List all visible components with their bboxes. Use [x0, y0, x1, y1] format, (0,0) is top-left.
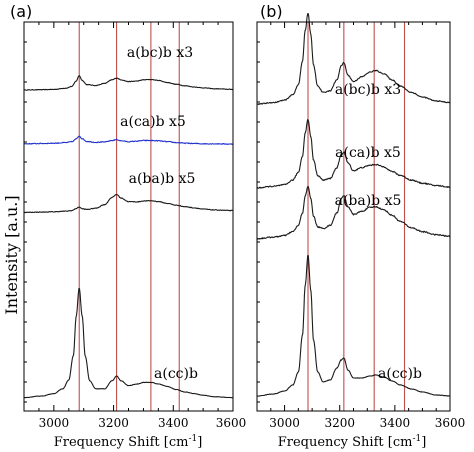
- panel-a-frame: [23, 21, 234, 412]
- panel-b-reference-lines: [307, 22, 406, 411]
- panel-a-curves: [23, 75, 234, 399]
- panel-a-tick-labels: 3000 3200 3400 3600: [39, 416, 247, 430]
- y-axis-title: Intensity [a.u.]: [2, 195, 21, 314]
- series-line: [256, 186, 451, 240]
- series-label: a(ca)b x5: [335, 145, 401, 161]
- panel-a-series-labels: a(bc)b x3 a(ca)b x5 a(ba)b x5 a(cc)b: [120, 45, 198, 382]
- x-tick-label: 3200: [98, 416, 129, 430]
- series-line: [256, 13, 451, 105]
- series-label: a(ba)b x5: [129, 171, 196, 187]
- series-line: [23, 288, 234, 399]
- series-line: [256, 118, 451, 189]
- panel-b-frame: [256, 21, 451, 412]
- x-tick-label: 3400: [380, 416, 411, 430]
- series-label: a(cc)b: [378, 366, 422, 382]
- panel-b-label: (b): [260, 2, 283, 21]
- panel-a: (a) 3000 3200 3400 3600 a(bc)b x3a(ca)b x5a…: [10, 2, 246, 450]
- series-label: a(cc)b: [154, 366, 198, 382]
- panel-a-ticks: [24, 22, 219, 411]
- panel-b-x-axis-title: Frequency Shift [cm-1]: [278, 434, 427, 450]
- panel-b: (b) 3000 3200 3400 3600 a(bc)b x3a(ca)b x5a…: [256, 2, 465, 450]
- panel-b-curves: [256, 13, 451, 397]
- series-label: a(ba)b x5: [335, 193, 402, 209]
- x-tick-label: 3600: [435, 416, 466, 430]
- series-label: a(bc)b x3: [127, 45, 193, 61]
- panel-b-series-labels: a(bc)b x3 a(ca)b x5 a(ba)b x5 a(cc)b: [335, 82, 422, 382]
- x-tick-label: 3000: [39, 416, 70, 430]
- series-line: [256, 255, 451, 397]
- series-line: [23, 135, 234, 145]
- series-label: a(bc)b x3: [335, 82, 401, 98]
- x-tick-label: 3400: [158, 416, 189, 430]
- panel-b-ticks: [257, 22, 437, 411]
- panel-a-reference-lines: [78, 22, 180, 411]
- panel-a-x-axis-title: Frequency Shift [cm-1]: [54, 434, 203, 450]
- series-line: [23, 75, 233, 91]
- series-line: [23, 193, 234, 214]
- panel-b-tick-labels: 3000 3200 3400 3600: [269, 416, 465, 430]
- x-tick-label: 3200: [324, 416, 355, 430]
- panel-a-label: (a): [10, 2, 32, 21]
- x-tick-label: 3600: [216, 416, 247, 430]
- series-label: a(ca)b x5: [120, 114, 186, 130]
- x-tick-label: 3000: [269, 416, 300, 430]
